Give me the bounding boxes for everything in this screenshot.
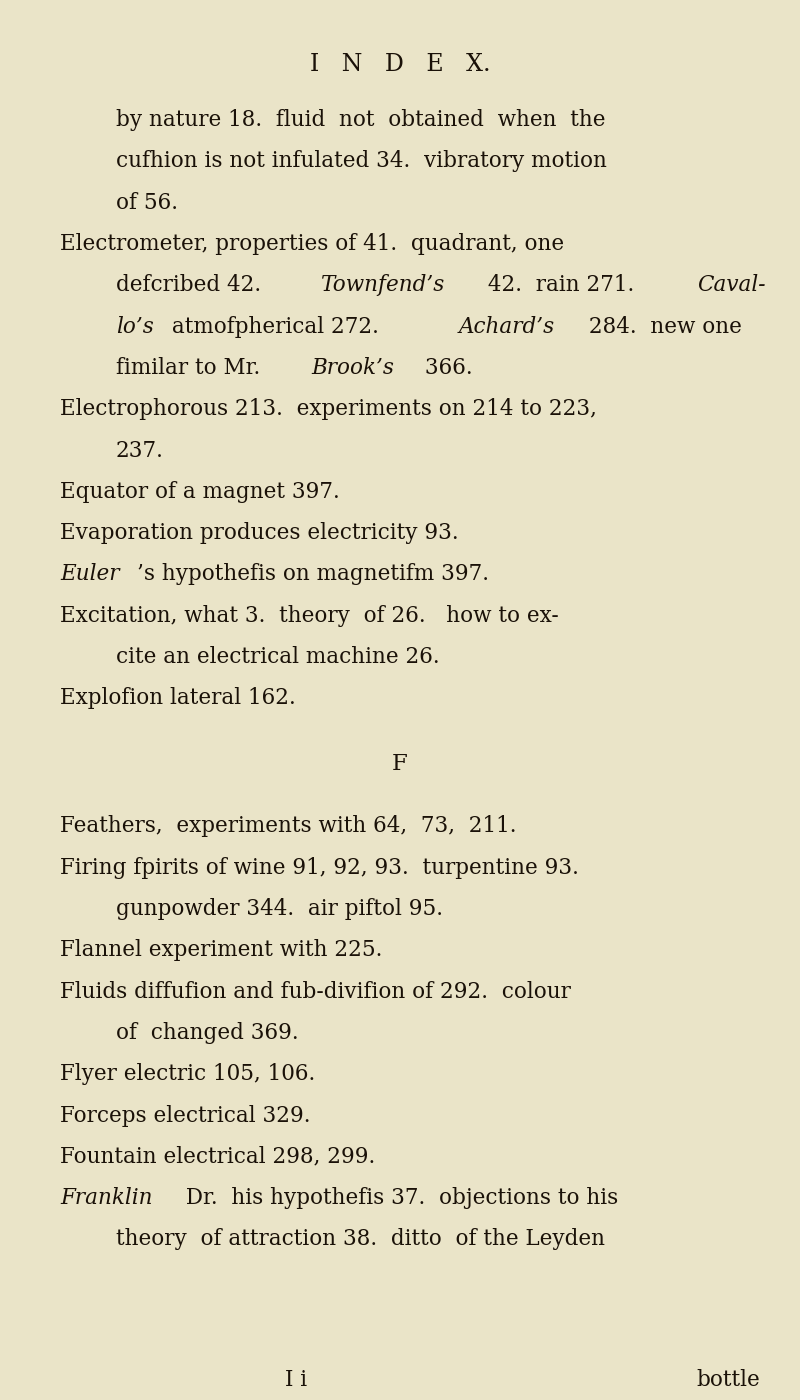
Text: 366.: 366. (418, 357, 473, 379)
Text: gunpowder 344.  air piftol 95.: gunpowder 344. air piftol 95. (116, 897, 443, 920)
Text: of  changed 369.: of changed 369. (116, 1022, 298, 1044)
Text: by nature 18.  fluid  not  obtained  when  the: by nature 18. fluid not obtained when th… (116, 109, 606, 132)
Text: 284.  new one: 284. new one (582, 315, 742, 337)
Text: theory  of attraction 38.  ditto  of the Leyden: theory of attraction 38. ditto of the Le… (116, 1228, 605, 1250)
Text: I i: I i (285, 1369, 307, 1392)
Text: defcribed 42.: defcribed 42. (116, 274, 275, 297)
Text: F: F (392, 753, 408, 776)
Text: Caval-: Caval- (697, 274, 766, 297)
Text: ’s hypothefis on magnetifm 397.: ’s hypothefis on magnetifm 397. (137, 563, 489, 585)
Text: Feathers,  experiments with 64,  73,  211.: Feathers, experiments with 64, 73, 211. (60, 815, 517, 837)
Text: Excitation, what 3.  theory  of 26.   how to ex-: Excitation, what 3. theory of 26. how to… (60, 605, 558, 627)
Text: Evaporation produces electricity 93.: Evaporation produces electricity 93. (60, 522, 458, 545)
Text: 237.: 237. (116, 440, 164, 462)
Text: of 56.: of 56. (116, 192, 178, 214)
Text: lo’s: lo’s (116, 315, 154, 337)
Text: Brook’s: Brook’s (311, 357, 394, 379)
Text: Fountain electrical 298, 299.: Fountain electrical 298, 299. (60, 1145, 375, 1168)
Text: Achard’s: Achard’s (458, 315, 554, 337)
Text: Firing fpirits of wine 91, 92, 93.  turpentine 93.: Firing fpirits of wine 91, 92, 93. turpe… (60, 857, 579, 879)
Text: Electrophorous 213.  experiments on 214 to 223,: Electrophorous 213. experiments on 214 t… (60, 398, 597, 420)
Text: Flannel experiment with 225.: Flannel experiment with 225. (60, 939, 382, 962)
Text: Dr.  his hypothefis 37.  objections to his: Dr. his hypothefis 37. objections to his (179, 1187, 618, 1210)
Text: fimilar to Mr.: fimilar to Mr. (116, 357, 267, 379)
Text: Flyer electric 105, 106.: Flyer electric 105, 106. (60, 1063, 315, 1085)
Text: I   N   D   E   X.: I N D E X. (310, 53, 490, 76)
Text: bottle: bottle (696, 1369, 760, 1392)
Text: cufhion is not infulated 34.  vibratory motion: cufhion is not infulated 34. vibratory m… (116, 151, 607, 172)
Text: Franklin: Franklin (60, 1187, 153, 1210)
Text: Euler: Euler (60, 563, 119, 585)
Text: atmofpherical 272.: atmofpherical 272. (165, 315, 392, 337)
Text: cite an electrical machine 26.: cite an electrical machine 26. (116, 645, 440, 668)
Text: 42.  rain 271.: 42. rain 271. (482, 274, 648, 297)
Text: Electrometer, properties of 41.  quadrant, one: Electrometer, properties of 41. quadrant… (60, 232, 564, 255)
Text: Equator of a magnet 397.: Equator of a magnet 397. (60, 480, 340, 503)
Text: Forceps electrical 329.: Forceps electrical 329. (60, 1105, 310, 1127)
Text: Explofion lateral 162.: Explofion lateral 162. (60, 687, 296, 710)
Text: Townfend’s: Townfend’s (321, 274, 446, 297)
Text: Fluids diffufion and fub-divifion of 292.  colour: Fluids diffufion and fub-divifion of 292… (60, 980, 571, 1002)
